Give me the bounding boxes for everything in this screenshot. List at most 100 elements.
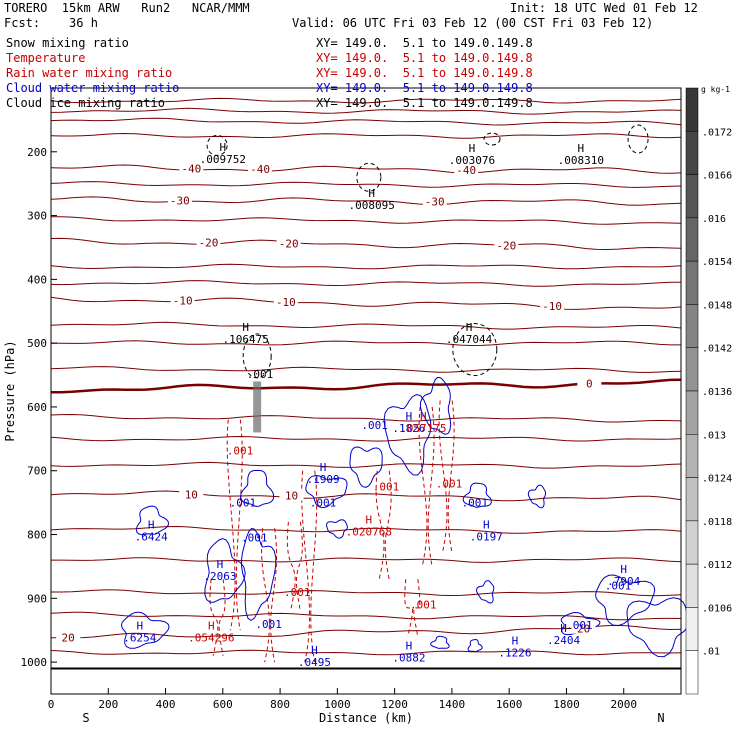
y-tick-label: 400 [27,273,47,286]
cloud-water-contour [430,635,450,649]
y-tick-label: 600 [27,401,47,414]
colorbar-level-label: .01 [702,647,720,658]
x-tick-label: 2000 [610,698,637,711]
isotherm-label-bg [170,294,195,306]
field-label-cloud-water: Cloud water mixing ratio [6,81,180,95]
field-xy-snow: XY= 149.0. 5.1 to 149.0.149.8 [316,36,533,50]
isotherm-label-bg [167,194,192,206]
isotherm-label-bg [279,489,304,501]
temperature-isotherms [50,97,682,656]
isotherm-line [50,107,682,115]
x-tick-label: 1600 [496,698,523,711]
x-tick-label: 200 [98,698,118,711]
isotherm-line [50,366,682,373]
colorbar-swatch [685,174,699,219]
colorbar-swatch [685,650,699,695]
rain-contour [286,521,303,612]
colorbar-unit-label: g kg-1 [701,85,730,94]
extremum-mark: H [136,619,143,632]
extremum-value: .2063 [203,570,236,583]
isotherm-line [50,321,682,330]
extremum-value: .7904 [607,575,640,588]
colorbar-level-label: .0142 [702,344,732,355]
rain-contour [404,579,421,637]
isotherm-line [50,132,682,139]
field-label-cloud-ice: Cloud ice mixing ratio [6,96,165,110]
contour-value-label: .001 [361,419,388,432]
isotherm-label: 10 [285,489,298,502]
isotherm-label: -10 [276,296,296,309]
y-tick-label: 900 [27,592,47,605]
contour-value-label: .001 [310,497,337,510]
isotherm-line [50,263,682,270]
isotherm-label: 10 [185,488,198,501]
extremum-mark: H [466,321,473,334]
field-label-rain: Rain water mixing ratio [6,66,173,80]
isotherm-label-bg [577,377,602,389]
extremum-value: .009752 [200,153,246,166]
x-axis-label: Distance (km) [319,711,413,725]
contour-value-label: .001 [373,481,400,494]
extremum-mark: H [406,640,413,653]
extremum-mark: H [366,513,373,526]
x-tick-label: 1400 [439,698,466,711]
colorbar-swatch [685,131,699,175]
field-xy-cloud-water: XY= 149.0. 5.1 to 149.0.149.8 [316,81,533,95]
colorbar-level-label: .0112 [702,560,732,571]
y-tick-label: 1000 [21,656,48,669]
colorbar-swatch [685,260,699,305]
isotherm-label: 20 [62,632,75,645]
extremum-mark: H [620,563,627,576]
colorbar-swatch [685,477,699,522]
cloud-water-contour [240,527,277,622]
extremum-mark: H [560,622,567,635]
snow-contour [483,132,501,146]
isotherm-label-bg [276,237,301,249]
extremum-mark: H [577,142,584,155]
snow-contour [627,124,649,154]
cloud-water-contour [626,597,689,658]
colorbar-level-label: .0154 [702,257,732,268]
isotherm-line [50,649,682,656]
contour-value-label: .001 [436,477,463,490]
isotherm-label: -30 [425,196,445,209]
isotherm-label-bg [494,239,519,251]
colorbar-swatch [685,563,699,608]
extremum-mark: H [148,519,155,532]
colorbar-swatch [685,217,699,262]
rain-contour [261,528,278,663]
isotherm-line [50,181,682,188]
isotherm-line [50,216,682,225]
extremum-value: .020768 [346,525,392,538]
x-tick-label: 1000 [324,698,351,711]
isotherm-line [50,237,682,251]
isotherm-label-bg [540,300,565,312]
isotherm-label-bg [179,162,204,174]
contour-value-label: .001 [247,368,274,381]
colorbar-level-label: .0172 [702,127,732,138]
colorbar: .0172 .0166 .016 .0154 .0148 .0142 .0136 .013 .0… [685,85,732,695]
isotherm-label: -20 [199,237,219,250]
x-tick-label: 1800 [553,698,580,711]
extremum-value: .0495 [298,656,331,669]
isotherm-line [50,280,681,287]
colorbar-level-label: .0136 [702,387,732,398]
colorbar-level-label: .0166 [702,171,732,182]
isotherm-line [50,164,682,174]
isotherm-line [50,435,682,442]
extremum-mark: H [208,619,215,632]
extremum-value: .054296 [188,631,234,644]
snow-contours [206,124,649,433]
contour-value-label: .001 [227,444,254,457]
isotherm-line [50,490,682,502]
rain-contour [438,400,455,554]
colorbar-swatch [685,304,699,348]
isotherm-label-bg [454,163,479,175]
isotherm-line [50,461,682,469]
field-xy-temperature: XY= 149.0. 5.1 to 149.0.149.8 [316,51,533,65]
chart-labels: -40 -40 -40 -30 -30 -20 -20 -20 -10 -10 -10 0 10 10 20… [56,141,641,669]
contour-value-label: .001 [462,497,489,510]
isotherm-label-bg [196,236,221,248]
snow-contour [206,134,228,156]
cloud-water-contour [383,393,432,476]
